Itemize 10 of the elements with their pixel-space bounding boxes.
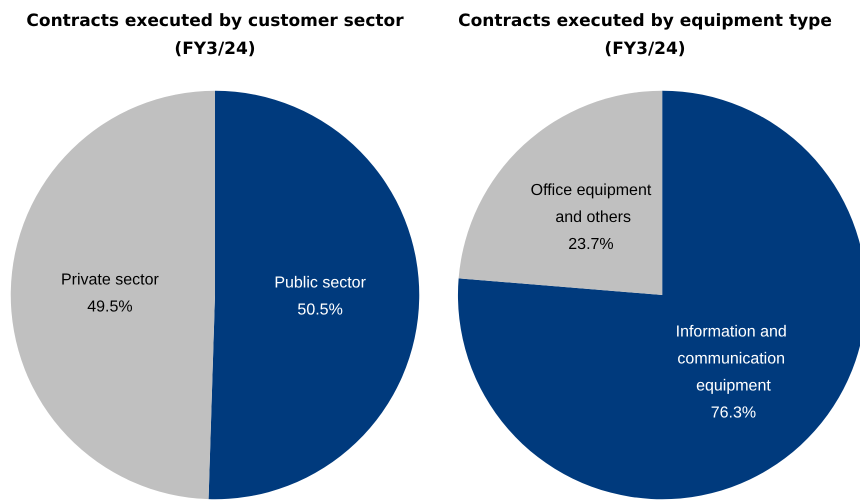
data-label: 76.3% [710, 404, 756, 422]
slice-label: Office equipment and others [530, 182, 652, 226]
chart-title: Contracts executed by customer sector (FY3/24) [26, 11, 404, 59]
chart-title: Contracts executed by equipment type (FY3/24) [458, 11, 832, 59]
data-label: 50.5% [297, 302, 343, 319]
slice-label: Private sector [60, 271, 160, 288]
data-label: 23.7% [568, 236, 614, 254]
slice-label: Information and communication equipment [676, 323, 792, 394]
slice-label: Public sector [274, 274, 367, 292]
data-label: 49.5% [87, 298, 133, 316]
